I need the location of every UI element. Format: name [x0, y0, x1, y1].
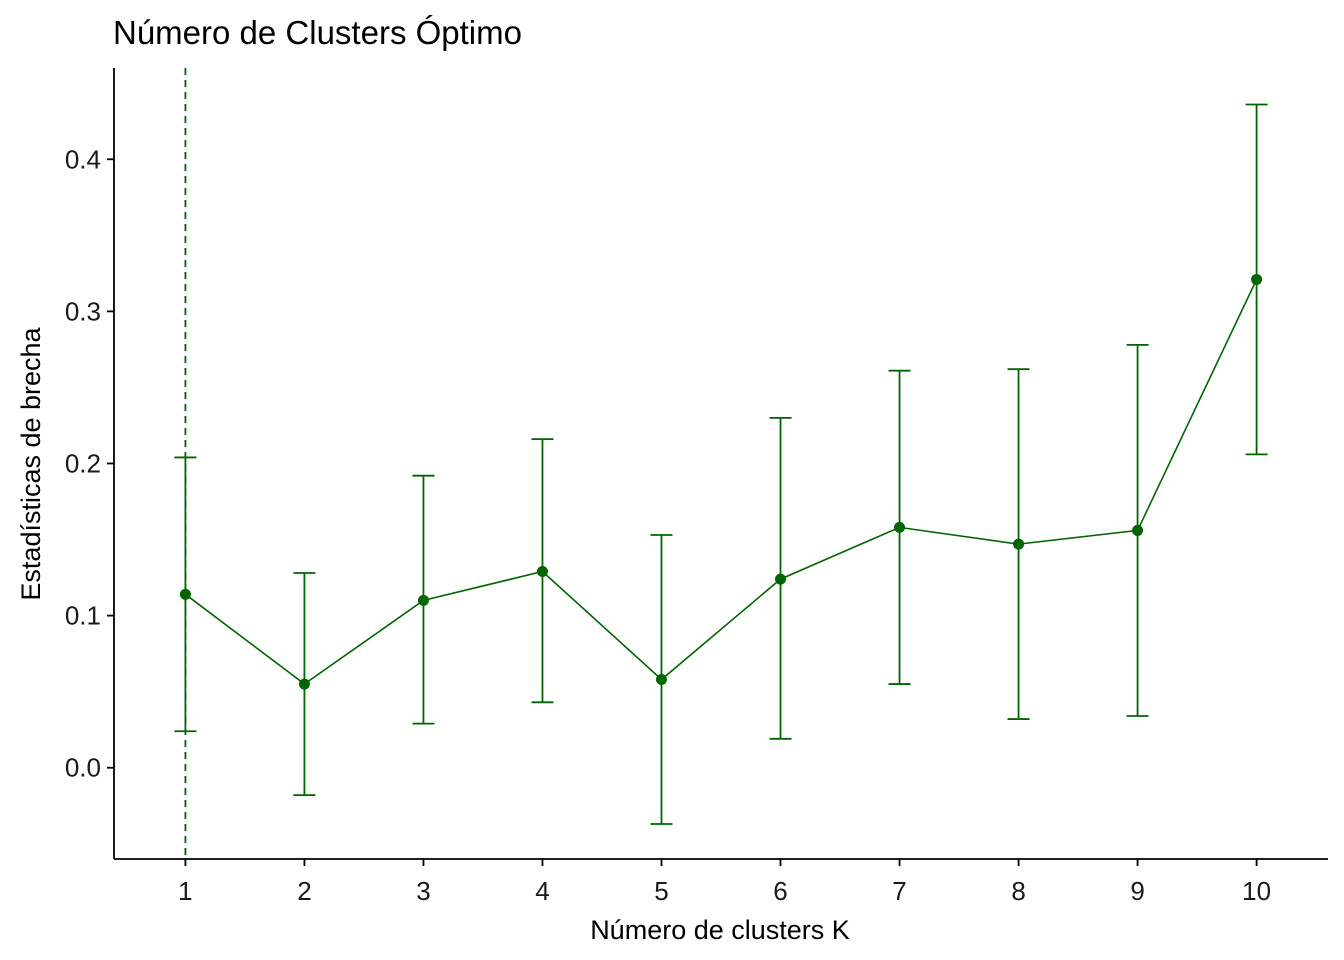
data-point	[1251, 273, 1263, 285]
x-tick-label: 4	[535, 876, 549, 906]
y-tick-label: 0.0	[65, 753, 101, 783]
chart-title: Número de Clusters Óptimo	[113, 14, 522, 51]
y-tick-label: 0.3	[65, 296, 101, 326]
plot-marks	[174, 68, 1268, 859]
x-tick-label: 7	[892, 876, 906, 906]
data-point	[179, 588, 191, 600]
data-point	[775, 573, 787, 585]
data-point	[655, 674, 667, 686]
x-axis-ticks: 1 2 3 4 5 6 7 8 9 10	[178, 859, 1271, 906]
x-tick-label: 9	[1130, 876, 1144, 906]
x-tick-label: 3	[416, 876, 430, 906]
x-tick-label: 10	[1242, 876, 1271, 906]
y-axis-ticks: 0.0 0.1 0.2 0.3 0.4	[65, 144, 114, 783]
data-point	[1132, 524, 1144, 536]
data-point	[1013, 538, 1025, 550]
x-tick-label: 8	[1011, 876, 1025, 906]
y-tick-label: 0.2	[65, 449, 101, 479]
data-point	[894, 521, 906, 533]
data-point	[417, 594, 429, 606]
y-tick-label: 0.1	[65, 601, 101, 631]
x-tick-label: 5	[654, 876, 668, 906]
gap-series-line	[184, 279, 1258, 686]
y-tick-label: 0.4	[65, 144, 101, 174]
x-tick-label: 1	[178, 876, 192, 906]
y-axis-title: Estadísticas de brecha	[16, 326, 46, 600]
data-point	[536, 566, 548, 578]
data-point	[298, 678, 310, 690]
x-tick-label: 2	[297, 876, 311, 906]
x-axis-title: Número de clusters K	[590, 915, 850, 945]
x-tick-label: 6	[773, 876, 787, 906]
